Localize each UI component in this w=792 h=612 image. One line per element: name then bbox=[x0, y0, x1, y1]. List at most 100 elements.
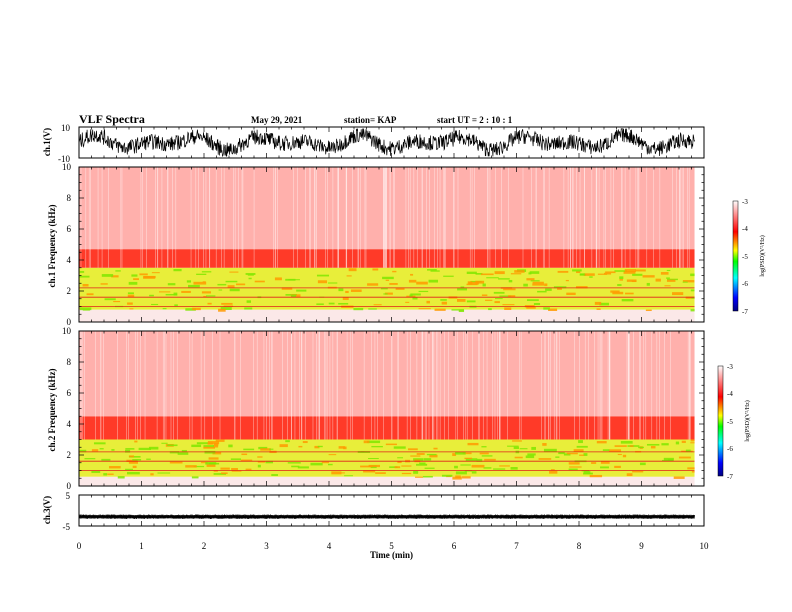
spectrogram-speckle bbox=[529, 271, 540, 274]
spectrogram-speckle bbox=[434, 308, 446, 311]
spectrogram-speckle bbox=[288, 279, 300, 281]
spectrogram-speckle bbox=[344, 475, 353, 477]
spectrogram-speckle bbox=[382, 276, 394, 280]
spectrogram-speckle bbox=[550, 469, 555, 471]
ch1-freq-tick-8: 8 bbox=[67, 193, 72, 203]
spectrogram-speckle bbox=[342, 297, 349, 301]
spectrogram-speckle bbox=[225, 280, 238, 283]
spectrogram-speckle bbox=[240, 459, 253, 462]
spectrogram-speckle bbox=[389, 283, 398, 285]
spectrogram-speckle bbox=[493, 291, 505, 294]
spectrogram-speckle bbox=[207, 302, 212, 305]
spectrogram-speckle bbox=[150, 473, 154, 476]
spectrogram-speckle bbox=[508, 295, 516, 298]
spectrogram-speckle bbox=[666, 279, 676, 282]
spectrogram-speckle bbox=[525, 455, 535, 459]
spectrogram-speckle bbox=[127, 294, 135, 298]
spectrogram-speckle bbox=[514, 270, 525, 273]
spectrogram-speckle bbox=[639, 462, 646, 466]
spectrogram-speckle bbox=[576, 270, 581, 274]
ch1-colorbar-tick-minus6: -6 bbox=[742, 280, 748, 288]
spectrogram-speckle bbox=[452, 476, 462, 480]
spectrogram-speckle bbox=[548, 308, 558, 311]
spectrogram-speckle bbox=[408, 279, 417, 283]
spectrogram-speckle bbox=[139, 273, 148, 276]
spectrogram-speckle bbox=[514, 456, 523, 459]
spectrogram-speckle bbox=[682, 281, 688, 283]
spectrogram-speckle bbox=[162, 308, 167, 310]
spectrogram-speckle bbox=[314, 445, 320, 449]
ch1-ytick-bottom: -10 bbox=[58, 154, 70, 164]
spectrogram-speckle bbox=[230, 458, 241, 460]
spectrogram-speckle bbox=[111, 449, 115, 451]
spectrogram-speckle bbox=[218, 289, 223, 291]
spectrogram-speckle bbox=[368, 308, 377, 310]
spectrogram-speckle bbox=[687, 467, 700, 470]
spectrogram-speckle bbox=[412, 297, 418, 300]
spectrogram-speckle bbox=[481, 294, 488, 296]
spectrogram-speckle bbox=[260, 448, 271, 451]
spectrogram-speckle bbox=[146, 458, 151, 460]
spectrogram-speckle bbox=[475, 280, 485, 284]
date-label: May 29, 2021 bbox=[251, 115, 303, 125]
spectrogram-speckle bbox=[297, 466, 309, 469]
spectrogram-speckle bbox=[632, 273, 643, 276]
spectrogram-speckle bbox=[128, 455, 135, 458]
spectrogram-speckle bbox=[646, 443, 660, 446]
spectrogram-speckle bbox=[321, 461, 330, 464]
spectrogram-speckle bbox=[134, 440, 138, 443]
spectrogram-speckle bbox=[193, 465, 205, 468]
spectrogram-speckle bbox=[206, 464, 216, 467]
spectrogram-speckle bbox=[650, 446, 656, 449]
spectrogram-speckle bbox=[441, 301, 447, 305]
spectrogram-speckle bbox=[363, 470, 376, 473]
spectrogram-speckle bbox=[385, 443, 397, 446]
spectrogram-speckle bbox=[455, 475, 461, 479]
spectrogram-speckle bbox=[494, 271, 505, 275]
spectrogram-speckle bbox=[207, 442, 214, 445]
spectrogram-speckle bbox=[416, 453, 425, 455]
spectrogram-speckle bbox=[129, 308, 134, 310]
spectrogram-speckle bbox=[576, 286, 588, 289]
spectrogram-speckle bbox=[465, 458, 478, 462]
spectrogram-speckle bbox=[368, 458, 379, 460]
spectrogram-speckle bbox=[258, 446, 268, 450]
spectrogram-speckle bbox=[494, 301, 500, 304]
spectrogram-speckle bbox=[418, 308, 431, 310]
spectrogram-speckle bbox=[451, 309, 464, 311]
spectrogram-speckle bbox=[481, 446, 487, 448]
spectrogram-speckle bbox=[426, 300, 430, 304]
spectrogram-speckle bbox=[113, 300, 121, 303]
spectrogram-speckle bbox=[99, 448, 104, 450]
spectrogram-speckle bbox=[617, 453, 622, 456]
spectrogram-speckle bbox=[413, 470, 419, 474]
time-tick-10: 10 bbox=[700, 541, 710, 551]
spectrogram-speckle bbox=[241, 453, 248, 456]
spectrogram-speckle bbox=[397, 461, 402, 464]
spectrogram-speckle bbox=[244, 307, 253, 310]
spectrogram-speckle bbox=[385, 279, 390, 281]
spectrogram-speckle bbox=[185, 308, 196, 311]
ch1-freq-tick-2: 2 bbox=[67, 286, 72, 296]
spectrogram-speckle bbox=[79, 449, 87, 453]
spectrogram-speckle bbox=[132, 465, 137, 469]
spectrogram-speckle bbox=[338, 302, 349, 305]
spectrogram-speckle bbox=[499, 295, 512, 297]
spectrogram-speckle bbox=[543, 448, 557, 452]
spectrogram-speckle bbox=[600, 460, 610, 464]
spectrogram-speckle bbox=[507, 445, 519, 447]
spectrogram-speckle bbox=[638, 446, 644, 449]
spectrogram-speckle bbox=[343, 446, 347, 450]
ch2-colorbar-label: log(PSD)(V²/Hz) bbox=[744, 400, 751, 441]
spectrogram-speckle bbox=[513, 446, 519, 449]
spectrogram-speckle bbox=[433, 447, 438, 450]
spectrogram-speckle bbox=[201, 271, 212, 273]
spectrogram-speckle bbox=[416, 281, 428, 285]
spectrogram-speckle bbox=[279, 444, 288, 448]
spectrogram-speckle bbox=[269, 448, 274, 450]
spectrogram-speckle bbox=[589, 474, 603, 478]
spectrogram-nodata bbox=[694, 167, 704, 322]
spectrogram-speckle bbox=[185, 465, 197, 468]
spectrogram-speckle bbox=[557, 270, 569, 273]
spectrogram-speckle bbox=[229, 288, 240, 292]
